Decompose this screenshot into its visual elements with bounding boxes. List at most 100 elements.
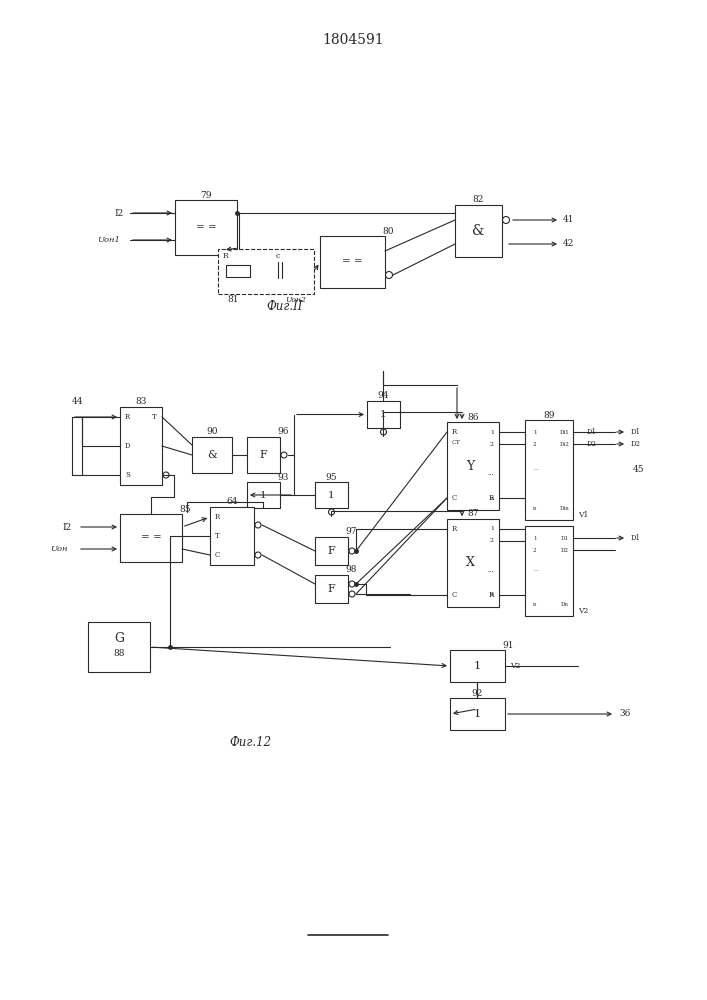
Bar — [120, 407, 162, 485]
Text: C: C — [452, 494, 457, 502]
Text: 44: 44 — [72, 397, 83, 406]
Text: 80: 80 — [382, 227, 394, 235]
Text: F: F — [327, 546, 335, 556]
Text: 93: 93 — [277, 473, 288, 482]
Text: 1: 1 — [490, 526, 494, 532]
Bar — [367, 401, 400, 428]
Text: 81: 81 — [227, 296, 239, 304]
Text: S: S — [125, 471, 130, 479]
Text: 1: 1 — [533, 430, 537, 434]
Text: &: & — [207, 450, 217, 460]
Text: 1: 1 — [490, 430, 494, 434]
Text: 1804591: 1804591 — [322, 33, 384, 47]
Text: n: n — [490, 592, 494, 597]
Text: Фиг.12: Фиг.12 — [229, 736, 271, 748]
Text: V1: V1 — [578, 511, 588, 519]
Text: n: n — [533, 601, 537, 606]
Text: D2: D2 — [561, 548, 569, 552]
Text: T: T — [215, 532, 220, 540]
Text: 97: 97 — [345, 528, 357, 536]
Text: 83: 83 — [135, 397, 146, 406]
Text: V2: V2 — [510, 662, 520, 670]
Text: 82: 82 — [473, 196, 484, 205]
Bar — [88, 622, 150, 672]
Text: 1: 1 — [474, 709, 481, 719]
Text: 89: 89 — [543, 410, 555, 420]
Text: 41: 41 — [563, 216, 575, 225]
Text: R: R — [215, 513, 221, 521]
Text: R: R — [489, 494, 494, 502]
Text: 2: 2 — [490, 442, 494, 446]
Text: V2: V2 — [578, 607, 588, 615]
Text: 95: 95 — [326, 473, 337, 482]
Bar — [192, 437, 232, 473]
Bar — [320, 236, 385, 288]
Text: Uон2: Uон2 — [286, 296, 306, 304]
Text: 1: 1 — [533, 536, 537, 540]
Text: R: R — [452, 428, 457, 436]
Text: T: T — [152, 413, 157, 421]
Text: 1: 1 — [474, 661, 481, 671]
Text: 2: 2 — [533, 442, 537, 446]
Text: R: R — [125, 413, 130, 421]
Text: 91: 91 — [502, 641, 514, 650]
Text: R: R — [452, 525, 457, 533]
Text: 87: 87 — [467, 510, 479, 518]
Bar — [247, 437, 280, 473]
Text: 96: 96 — [277, 428, 288, 436]
Text: 42: 42 — [563, 239, 574, 248]
Bar — [525, 526, 573, 616]
Text: = =: = = — [196, 223, 216, 232]
Bar — [447, 422, 499, 510]
Text: Y: Y — [466, 460, 474, 473]
Text: D2: D2 — [631, 440, 641, 448]
Bar — [525, 420, 573, 520]
Bar — [226, 265, 250, 277]
Bar — [447, 519, 499, 607]
Bar — [315, 482, 348, 508]
Bar — [315, 537, 348, 565]
Text: X: X — [466, 556, 474, 570]
Text: Dn: Dn — [561, 601, 569, 606]
Text: Uон: Uон — [50, 545, 68, 553]
Text: D: D — [125, 442, 131, 450]
Text: 92: 92 — [472, 688, 483, 698]
Text: 86: 86 — [467, 412, 479, 422]
Text: Фиг.II: Фиг.II — [267, 300, 303, 314]
Text: D1: D1 — [631, 428, 641, 436]
Text: C: C — [452, 591, 457, 599]
Text: Di1: Di1 — [559, 430, 569, 434]
Bar — [218, 249, 314, 294]
Bar — [450, 698, 505, 730]
Text: C: C — [215, 551, 221, 559]
Text: 88: 88 — [113, 650, 124, 658]
Text: R: R — [223, 252, 229, 260]
Text: &: & — [472, 224, 485, 238]
Text: CT: CT — [452, 440, 461, 444]
Text: D1: D1 — [561, 536, 569, 540]
Text: 64: 64 — [226, 497, 238, 506]
Text: 1: 1 — [260, 490, 267, 499]
Text: R: R — [489, 591, 494, 599]
Bar — [120, 514, 182, 562]
Text: n: n — [533, 506, 537, 510]
Text: = =: = = — [141, 534, 161, 542]
Text: D1: D1 — [587, 428, 597, 436]
Bar — [175, 200, 237, 255]
Text: 79: 79 — [200, 190, 212, 200]
Text: c: c — [276, 252, 280, 260]
Text: G: G — [114, 633, 124, 646]
Text: 85: 85 — [179, 504, 191, 514]
Text: ···: ··· — [533, 568, 539, 574]
Bar — [455, 205, 502, 257]
Text: I2: I2 — [63, 522, 72, 532]
Bar — [315, 575, 348, 603]
Text: ···: ··· — [533, 468, 539, 473]
Text: F: F — [259, 450, 267, 460]
Text: 36: 36 — [619, 710, 631, 718]
Text: ···: ··· — [487, 470, 494, 478]
Text: Din: Din — [559, 506, 569, 510]
Text: 2: 2 — [533, 548, 537, 552]
Text: Uон1: Uон1 — [97, 236, 120, 244]
Text: F: F — [327, 584, 335, 594]
